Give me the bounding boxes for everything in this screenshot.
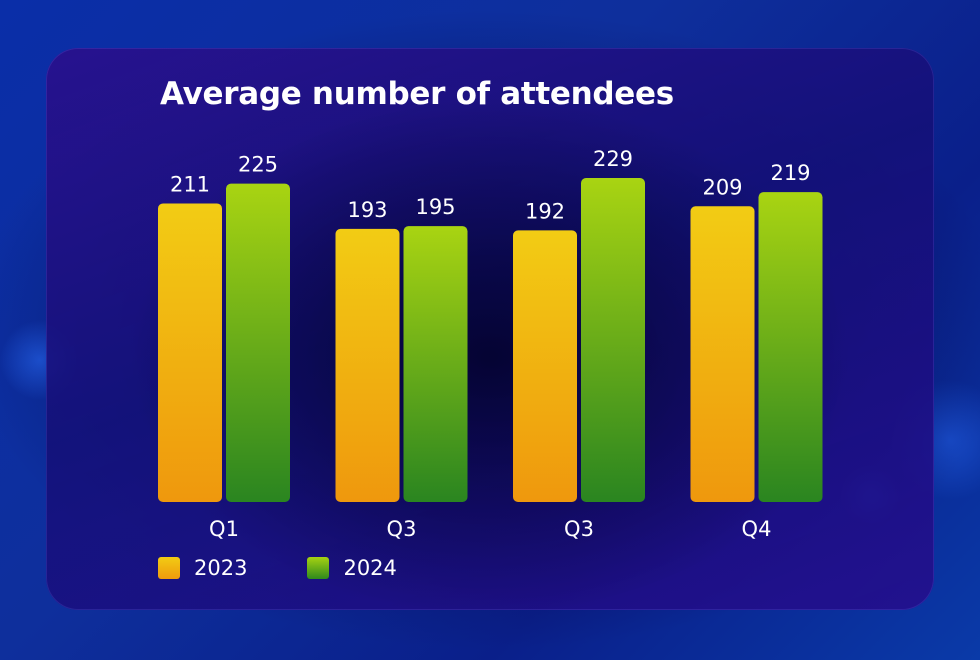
chart-card: Average number of attendees 211 225 Q1 193 1…: [46, 48, 934, 610]
bar-2023-q3: [513, 230, 577, 502]
bar-2023-q4: [690, 206, 755, 502]
x-tick-label: Q1: [209, 517, 239, 541]
bar-2024-q1: [226, 183, 290, 502]
data-label-2024-q3: 229: [593, 147, 633, 171]
bar-2024-q4: [758, 192, 823, 502]
legend: 2023 2024: [158, 556, 397, 580]
chart-title: Average number of attendees: [160, 76, 674, 112]
legend-swatch-2024: [307, 557, 330, 579]
legend-label-2023: 2023: [194, 556, 248, 580]
x-tick-label: Q3: [387, 517, 417, 541]
legend-label-2024: 2024: [343, 556, 397, 580]
bar-2023-q3: [335, 228, 400, 502]
legend-item-2023: 2023: [158, 556, 247, 580]
data-label-2023-q1: 211: [170, 172, 210, 196]
data-label-2023-q3: 193: [347, 198, 387, 222]
bar-2024-q3: [581, 178, 645, 502]
bar-2024-q3: [403, 226, 468, 502]
bar-2023-q1: [158, 203, 222, 502]
x-tick-label: Q3: [564, 517, 594, 541]
bar-chart: 211 225 Q1 193 195 Q3 192 229 Q3 209 219 Q4: [158, 147, 823, 541]
legend-item-2024: 2024: [307, 556, 397, 580]
data-label-2023-q3: 192: [525, 199, 565, 223]
legend-swatch-2023: [158, 557, 180, 579]
data-label-2024-q3: 195: [415, 195, 455, 219]
data-label-2023-q4: 209: [702, 175, 742, 199]
data-label-2024-q4: 219: [770, 161, 810, 185]
data-label-2024-q1: 225: [238, 153, 278, 177]
x-tick-label: Q4: [742, 517, 772, 541]
